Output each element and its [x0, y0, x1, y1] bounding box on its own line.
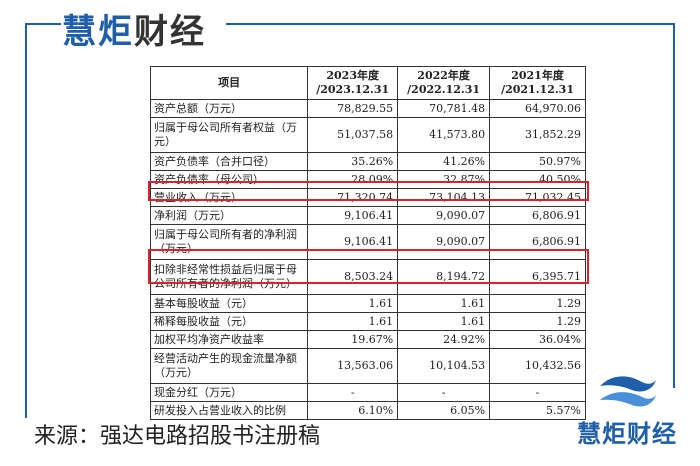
brand-logo-bottom: 慧炬财经: [577, 420, 677, 448]
table-row: 研发投入占营业收入的比例 6.10% 6.05% 5.57%: [149, 401, 586, 420]
cell-value: 5.57%: [489, 401, 586, 420]
brand-logo-top: 慧炬财经: [62, 4, 206, 53]
row-label: 研发投入占营业收入的比例: [149, 401, 309, 420]
table-row: 资产负债率（合并口径） 35.26% 41.26% 50.97%: [149, 152, 586, 171]
frame-line: [25, 23, 27, 418]
cell-value: 9,090.07: [397, 206, 491, 225]
cell-value: 31,852.29: [489, 117, 586, 153]
row-label: 资产总额（万元）: [149, 99, 309, 118]
cell-value: 1.29: [489, 312, 586, 331]
cell-value: 6.10%: [307, 401, 399, 420]
cell-value: 10,432.56: [489, 348, 586, 384]
table-header-row: 项目 2023年度 /2023.12.31 2022年度 /2022.12.31…: [149, 66, 586, 100]
header-2021-text: 2021年度 /2021.12.31: [501, 69, 574, 96]
cell-value: 24.92%: [397, 330, 491, 349]
row-label: 基本每股收益（元）: [149, 294, 309, 313]
row-label: 稀释每股收益（元）: [149, 312, 309, 331]
row-label: 现金分红（万元）: [149, 383, 309, 402]
table-row: 经营活动产生的现金流量净额（万元） 13,563.06 10,104.53 10…: [149, 348, 586, 384]
cell-value: 6,806.91: [489, 224, 586, 260]
cell-value: 50.97%: [489, 152, 586, 171]
table-row: 加权平均净资产收益率 19.67% 24.92% 36.04%: [149, 330, 586, 349]
brand-char-3: 财: [134, 12, 170, 52]
cell-value: 1.61: [397, 312, 491, 331]
cell-value: 64,970.06: [489, 99, 586, 118]
header-2023-text: 2023年度 /2023.12.31: [316, 69, 390, 96]
cell-value: 6,806.91: [489, 206, 586, 225]
row-label: 归属于母公司所有者的净利润（万元）: [149, 224, 309, 260]
cell-value: 13,563.06: [307, 348, 399, 384]
cell-value: -: [397, 383, 491, 402]
table-row: 归属于母公司所有者的净利润（万元） 9,106.41 9,090.07 6,80…: [149, 224, 586, 260]
cell-value: 9,106.41: [307, 206, 399, 225]
cell-value: 1.61: [397, 294, 491, 313]
header-item: 项目: [149, 66, 309, 100]
table-row: 稀释每股收益（元） 1.61 1.61 1.29: [149, 312, 586, 331]
financial-table: 项目 2023年度 /2023.12.31 2022年度 /2022.12.31…: [149, 66, 586, 420]
cell-value: 1.61: [307, 294, 399, 313]
cell-value: 10,104.53: [397, 348, 491, 384]
cell-value: 35.26%: [307, 152, 399, 171]
brand-char-1: 慧: [62, 12, 98, 52]
header-2023: 2023年度 /2023.12.31: [307, 66, 399, 100]
frame-line: [673, 23, 675, 388]
cell-value: 41.26%: [397, 152, 491, 171]
row-label: 加权平均净资产收益率: [149, 330, 309, 349]
table-row: 归属于母公司所有者权益（万元） 51,037.58 41,573.80 31,8…: [149, 117, 586, 153]
header-2022: 2022年度 /2022.12.31: [397, 66, 491, 100]
cell-value: 8,503.24: [307, 259, 399, 295]
cell-value: 1.61: [307, 312, 399, 331]
cell-value: 9,090.07: [397, 224, 491, 260]
row-label: 经营活动产生的现金流量净额（万元）: [149, 348, 309, 384]
wave-logo-icon: [600, 376, 656, 407]
cell-value: 19.67%: [307, 330, 399, 349]
brand-char-4: 经: [170, 12, 206, 52]
cell-value: 78,829.55: [307, 99, 399, 118]
cell-value: 36.04%: [489, 330, 586, 349]
table-row: 资产总额（万元） 78,829.55 70,781.48 64,970.06: [149, 99, 586, 118]
highlight-box-adjusted-profit: [148, 249, 589, 284]
table-row: 净利润（万元） 9,106.41 9,090.07 6,806.91: [149, 206, 586, 225]
row-label: 资产负债率（合并口径）: [149, 152, 309, 171]
table-row: 现金分红（万元） - - -: [149, 383, 586, 402]
cell-value: -: [307, 383, 399, 402]
cell-value: 6.05%: [397, 401, 491, 420]
cell-value: 70,781.48: [397, 99, 491, 118]
cell-value: 41,573.80: [397, 117, 491, 153]
frame-line: [226, 23, 675, 25]
frame-line: [25, 23, 61, 25]
source-caption: 来源：强达电路招股书注册稿: [34, 424, 321, 449]
table-row: 基本每股收益（元） 1.61 1.61 1.29: [149, 294, 586, 313]
header-2021: 2021年度 /2021.12.31: [489, 66, 586, 100]
cell-value: -: [489, 383, 586, 402]
cell-value: 8,194.72: [397, 259, 491, 295]
row-label: 净利润（万元）: [149, 206, 309, 225]
row-label: 扣除非经常性损益后归属于母公司所有者的净利润（万元）: [149, 259, 309, 295]
header-2022-text: 2022年度 /2022.12.31: [407, 69, 481, 96]
highlight-box-revenue: [148, 181, 589, 201]
row-label: 归属于母公司所有者权益（万元）: [149, 117, 309, 153]
brand-char-2: 炬: [98, 12, 134, 52]
cell-value: 1.29: [489, 294, 586, 313]
cell-value: 51,037.58: [307, 117, 399, 153]
